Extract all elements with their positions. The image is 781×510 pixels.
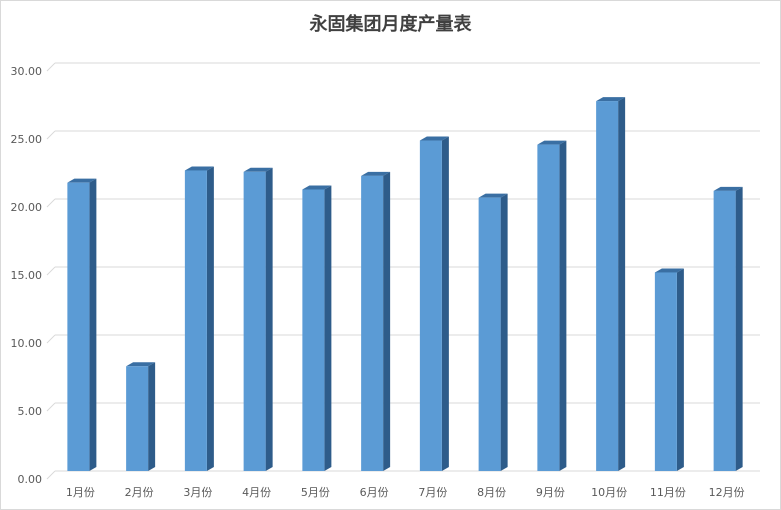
y-tick-label: 0.00 [18,473,43,486]
bar-side [265,167,273,472]
bar [361,175,384,471]
chart-title: 永固集团月度产量表 [309,14,472,35]
x-category-label: 11月份 [650,486,686,499]
y-tick-label: 15.00 [11,269,43,282]
y-tick-label: 10.00 [11,337,43,350]
x-category-label: 12月份 [709,486,745,499]
x-category-label: 3月份 [183,486,212,499]
bar [302,189,325,472]
bar [537,144,560,471]
bar-top [713,186,743,191]
bar [654,272,677,471]
bar-side [618,97,626,471]
gridline-depth [46,402,56,412]
x-category-label: 4月份 [242,486,271,499]
bar [67,182,90,471]
bar-top [126,362,156,367]
bar-top [302,185,332,190]
y-tick-label: 25.00 [11,133,43,146]
bar-top [419,136,449,141]
bar [243,171,266,472]
bar-side [324,185,332,472]
x-category-label: 8月份 [477,486,506,499]
gridline-depth [46,334,56,344]
gridline-depth [46,62,56,72]
x-category-label: 5月份 [301,486,330,499]
bar-top [478,193,508,198]
bar-side [441,136,449,471]
bar-top [67,178,97,183]
bar-side [383,171,391,471]
bar-side [559,140,567,471]
y-tick-label: 5.00 [18,405,43,418]
bar-top [596,97,626,102]
gridline-depth [46,470,56,480]
bar [478,197,501,471]
bar-side [89,178,97,471]
bar-side [735,186,743,471]
bar-side [148,362,156,471]
bar-side [676,268,684,471]
bar-top [184,166,214,171]
bar-top [537,140,567,145]
bar [419,140,442,471]
y-tick-label: 20.00 [11,201,43,214]
x-category-label: 7月份 [418,486,447,499]
x-category-label: 6月份 [360,486,389,499]
bar [184,170,207,471]
bar-side [500,193,508,471]
bar [126,366,149,471]
bar-top [361,171,391,176]
x-category-label: 10月份 [591,486,627,499]
y-tick-label: 30.00 [11,65,43,78]
bar-top [243,167,273,172]
bar [596,101,619,471]
x-category-label: 9月份 [536,486,565,499]
bar-side [206,166,214,471]
bar-top [654,268,684,273]
x-category-label: 2月份 [125,486,154,499]
x-category-label: 1月份 [66,486,95,499]
bar [713,190,736,471]
gridline-depth [46,130,56,140]
gridline-depth [46,266,56,276]
gridline-depth [46,198,56,208]
